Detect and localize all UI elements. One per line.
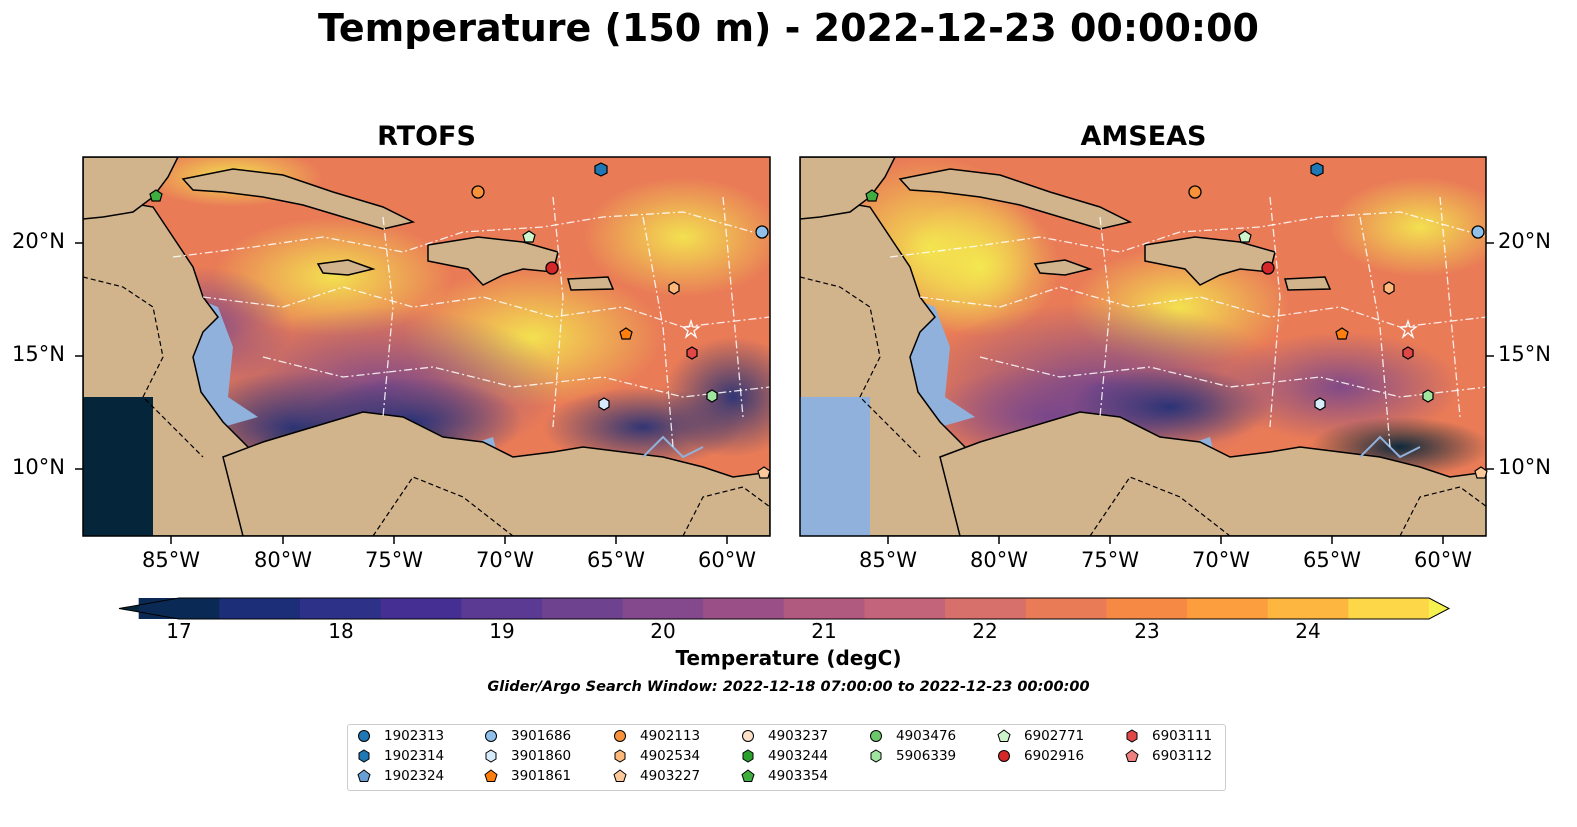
rtofs-map bbox=[82, 156, 771, 537]
y-tick-label: 15°N bbox=[12, 342, 65, 366]
colorbar-bin bbox=[703, 598, 785, 619]
x-tick-label: 70°W bbox=[476, 548, 534, 572]
colorbar-tick-label: 20 bbox=[650, 619, 676, 643]
figure-title: Temperature (150 m) - 2022-12-23 00:00:0… bbox=[317, 6, 1259, 50]
colorbar-tick-label: 19 bbox=[489, 619, 515, 643]
colorbar-bin bbox=[1187, 598, 1269, 619]
search-window-text: Glider/Argo Search Window: 2022-12-18 07… bbox=[487, 679, 1090, 695]
pentagon-marker-icon bbox=[484, 769, 498, 782]
pentagon-marker-icon bbox=[741, 769, 755, 782]
x-tick-label: 65°W bbox=[587, 548, 645, 572]
circle-marker-icon bbox=[742, 730, 754, 742]
x-tick-label: 60°W bbox=[1414, 548, 1472, 572]
amseas-map bbox=[799, 156, 1487, 537]
circle-marker-icon bbox=[870, 730, 882, 742]
colorbar-bin bbox=[622, 598, 704, 619]
y-tick-label: 20°N bbox=[12, 229, 65, 253]
y-tick-label: 10°N bbox=[12, 455, 65, 479]
hexagon-marker-icon bbox=[1126, 729, 1138, 743]
x-tick-label: 80°W bbox=[970, 548, 1028, 572]
hexagon-marker-icon bbox=[742, 749, 754, 763]
colorbar-tick-label: 23 bbox=[1134, 619, 1160, 643]
x-tick-label: 80°W bbox=[254, 548, 312, 572]
legend: 1902313 1902314 1902324 3901686 3901860 … bbox=[347, 724, 1226, 791]
x-tick-label: 65°W bbox=[1303, 548, 1361, 572]
colorbar-bin bbox=[1106, 598, 1188, 619]
colorbar-tick-label: 24 bbox=[1295, 619, 1321, 643]
colorbar-bin bbox=[783, 598, 865, 619]
colorbar-bin bbox=[380, 598, 462, 619]
colorbar-bin bbox=[1025, 598, 1107, 619]
x-tick-label: 75°W bbox=[1081, 548, 1139, 572]
panel-title-amseas: AMSEAS bbox=[1080, 121, 1207, 152]
colorbar-outline bbox=[118, 597, 1451, 620]
colorbar-bin bbox=[1348, 598, 1430, 619]
x-tick-label: 70°W bbox=[1192, 548, 1250, 572]
circle-marker-icon bbox=[614, 730, 626, 742]
pentagon-marker-icon bbox=[997, 729, 1011, 742]
hexagon-marker-icon bbox=[870, 749, 882, 763]
hexagon-marker-icon bbox=[485, 749, 497, 763]
pentagon-marker-icon bbox=[357, 769, 371, 782]
colorbar bbox=[118, 597, 1451, 620]
colorbar-bin bbox=[945, 598, 1027, 619]
colorbar-label: Temperature (degC) bbox=[675, 646, 902, 670]
x-tick-label: 85°W bbox=[859, 548, 917, 572]
colorbar-bin bbox=[299, 598, 382, 619]
colorbar-tick-label: 21 bbox=[811, 619, 837, 643]
colorbar-tick-label: 17 bbox=[166, 619, 192, 643]
pentagon-marker-icon bbox=[613, 769, 627, 782]
x-tick-label: 60°W bbox=[698, 548, 756, 572]
y-tick-label: 15°N bbox=[1498, 342, 1551, 366]
circle-marker-icon bbox=[358, 730, 370, 742]
x-tick-label: 85°W bbox=[142, 548, 200, 572]
panel-title-rtofs: RTOFS bbox=[377, 121, 476, 152]
colorbar-bin bbox=[138, 598, 220, 619]
x-tick-label: 75°W bbox=[365, 548, 423, 572]
axis-ticks bbox=[75, 242, 1494, 544]
maps-layer bbox=[75, 156, 1494, 544]
float-markers bbox=[149, 162, 1488, 479]
colorbar-bin bbox=[461, 598, 543, 619]
colorbar-tick-label: 22 bbox=[972, 619, 998, 643]
circle-marker-icon bbox=[998, 750, 1010, 762]
colorbar-extend-high bbox=[1428, 598, 1449, 619]
colorbar-bin bbox=[1267, 598, 1349, 619]
hexagon-marker-icon bbox=[614, 749, 626, 763]
colorbar-bin bbox=[219, 598, 301, 619]
colorbar-bin bbox=[541, 598, 624, 619]
colorbar-tick-label: 18 bbox=[328, 619, 354, 643]
hexagon-marker-icon bbox=[358, 749, 370, 763]
pentagon-marker-icon bbox=[1125, 749, 1139, 762]
y-tick-label: 20°N bbox=[1498, 229, 1551, 253]
y-tick-label: 10°N bbox=[1498, 455, 1551, 479]
colorbar-bin bbox=[864, 598, 946, 619]
circle-marker-icon bbox=[485, 730, 497, 742]
